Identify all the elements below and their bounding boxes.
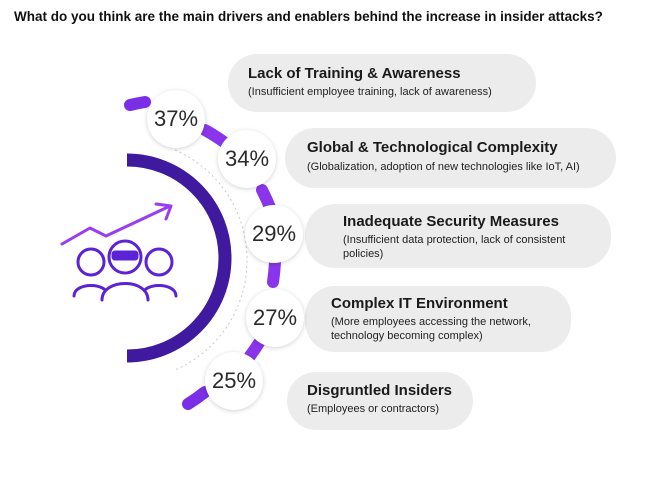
value-badge: 29% <box>245 205 303 263</box>
dotted-arc <box>174 149 248 371</box>
value-badge: 27% <box>246 289 304 347</box>
driver-label: Inadequate Security Measures <box>343 213 559 230</box>
driver-card: Global & Technological Complexity (Global… <box>285 128 616 188</box>
trend-arrow-icon <box>60 202 173 246</box>
driver-card: Lack of Training & Awareness (Insufficien… <box>228 54 536 112</box>
driver-description: (Globalization, adoption of new technolo… <box>307 161 580 173</box>
value-badge: 25% <box>205 352 263 410</box>
driver-label: Disgruntled Insiders <box>307 382 453 399</box>
driver-label: Complex IT Environment <box>331 295 508 312</box>
chart-title: What do you think are the main drivers a… <box>14 9 603 24</box>
insider-group-icon <box>72 239 178 302</box>
driver-description: (More employees accessing the network, t… <box>331 316 531 342</box>
driver-card: Inadequate Security Measures (Insufficien… <box>305 204 611 268</box>
arc-segment-1 <box>124 96 151 111</box>
driver-card: Disgruntled Insiders (Employees or contra… <box>287 372 473 430</box>
inner-arc <box>126 153 232 363</box>
value-badge: 37% <box>147 90 205 148</box>
driver-description: (Insufficient data protection, lack of c… <box>343 234 566 260</box>
driver-card: Complex IT Environment (More employees ac… <box>305 286 571 352</box>
driver-label: Lack of Training & Awareness <box>248 65 461 82</box>
driver-label: Global & Technological Complexity <box>307 139 558 156</box>
driver-description: (Insufficient employee training, lack of… <box>248 86 492 98</box>
arc-segment-4 <box>267 256 281 288</box>
driver-description: (Employees or contractors) <box>307 403 440 415</box>
value-badge: 34% <box>218 130 276 188</box>
arc-segment-6 <box>182 386 211 410</box>
